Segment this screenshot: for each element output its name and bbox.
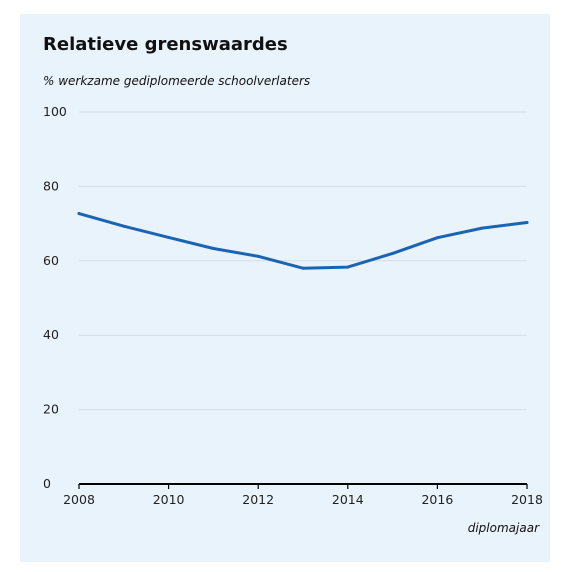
x-tick-label: 2016 [421,492,453,507]
y-axis-label: % werkzame gediplomeerde schoolverlaters [43,74,311,88]
data-point [256,254,260,258]
data-point [301,266,305,270]
data-point [525,220,529,224]
x-tick-label: 2012 [242,492,274,507]
x-tick-label: 2010 [153,492,185,507]
y-tick-label: 80 [43,178,59,193]
y-tick-label: 20 [43,402,59,417]
data-point [211,247,215,251]
data-point [77,212,81,216]
x-tick-label: 2018 [511,492,543,507]
x-tick-labels: 2008 2010 2012 2014 2016 2018 [63,492,543,507]
data-point [346,265,350,269]
y-tick-label: 40 [43,327,59,342]
y-tick-label: 0 [43,476,51,491]
x-axis [78,483,528,489]
x-tick-label: 2014 [332,492,364,507]
y-tick-label: 60 [43,253,59,268]
data-point [122,224,126,228]
chart-title: Relatieve grenswaardes [43,34,288,55]
gridlines [79,111,527,411]
chart-panel: Relatieve grenswaardes % werkzame gedipl… [20,14,550,562]
series-line [77,212,529,270]
y-tick-label: 100 [43,104,67,119]
x-axis-title: diplomajaar [468,521,540,535]
data-point [391,251,395,255]
data-point [167,235,171,239]
series-layer [77,212,529,270]
x-tick-label: 2008 [63,492,95,507]
y-tick-labels: 0 20 40 60 80 100 [43,104,67,491]
data-point [480,226,484,230]
data-point [435,236,439,240]
